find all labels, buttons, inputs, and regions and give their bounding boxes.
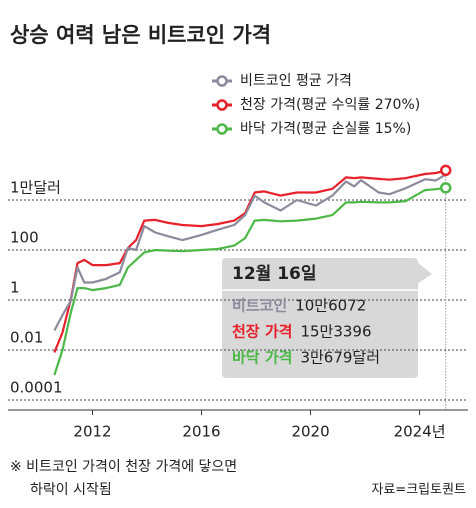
end-marker: [439, 182, 452, 194]
annotation-label: 바닥 가격: [232, 349, 292, 367]
note: ※ 비트코인 가격이 천장 가격에 닿으면: [10, 459, 237, 475]
y-tick-label: 0.0001: [10, 379, 63, 397]
end-marker: [439, 164, 452, 177]
x-tick-label: 2016: [182, 423, 220, 441]
x-tick-label: 2020: [291, 423, 329, 441]
y-tick-label: 1: [10, 279, 20, 297]
legend-marker: [216, 123, 228, 135]
legend-marker: [216, 75, 228, 87]
annotation-box: [222, 258, 418, 378]
y-tick-label: 0.01: [10, 329, 43, 347]
x-tick-label: 2024년: [394, 423, 446, 441]
annotation-pointer: [417, 262, 432, 284]
y-tick-label: 1만달러: [10, 179, 61, 197]
legend-label: 천장 가격(평균 수익률 270%): [240, 97, 420, 113]
series-line: [53, 173, 447, 332]
legend-marker: [216, 99, 228, 111]
x-tick-label: 2012: [73, 423, 111, 441]
y-tick-label: 100: [10, 229, 39, 247]
annotation-value: 3만679달러: [300, 349, 380, 367]
annotation-value: 15만3396: [300, 323, 371, 341]
legend-label: 비트코인 평균 가격: [240, 73, 352, 89]
source: 자료=크립토퀀트: [371, 483, 466, 498]
annotation-date: 12월 16일: [232, 264, 317, 284]
series-line: [53, 169, 446, 353]
annotation-value: 10만6072: [295, 297, 366, 315]
note: 하락이 시작됨: [30, 482, 112, 498]
series-line: [53, 186, 446, 376]
chart-title: 상승 여력 남은 비트코인 가격: [10, 23, 271, 47]
annotation-label: 천장 가격: [232, 323, 292, 341]
annotation-label: 비트코인: [232, 297, 287, 315]
legend-label: 바닥 가격(평균 손실률 15%): [240, 121, 411, 137]
